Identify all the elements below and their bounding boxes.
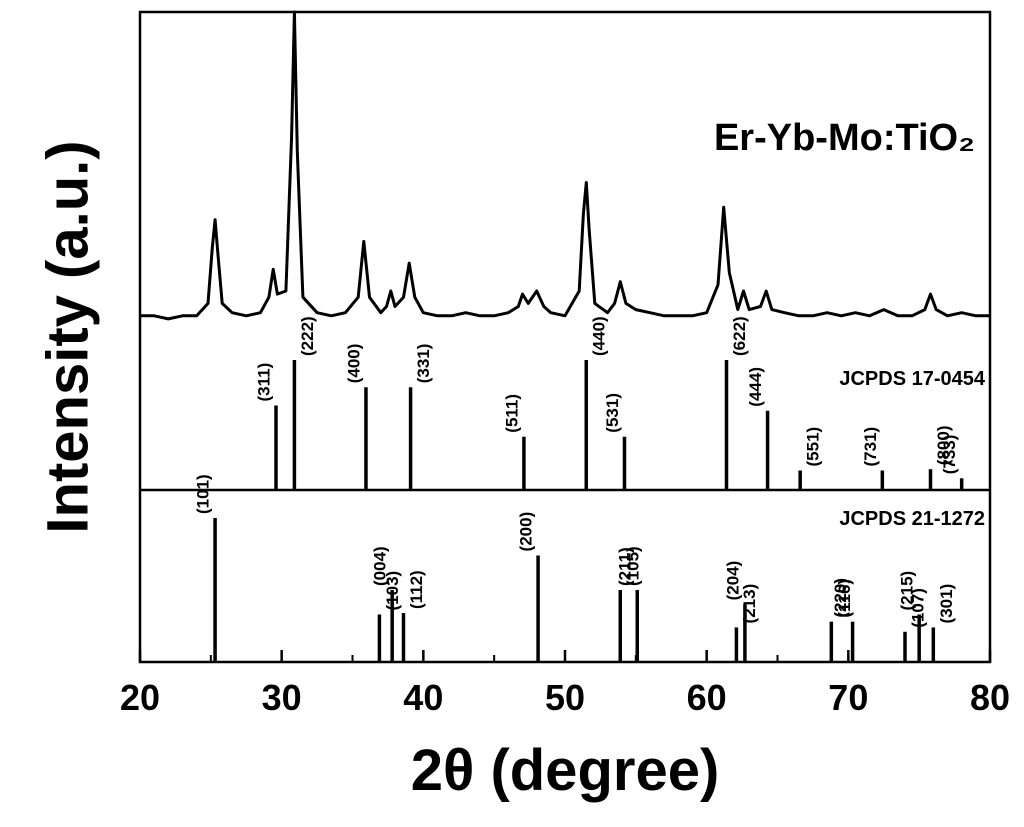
stick-label: (116) — [835, 579, 854, 618]
stick-label: (222) — [298, 316, 317, 356]
stick-label: (440) — [590, 316, 609, 356]
x-axis-label: 2θ (degree) — [411, 738, 720, 803]
stick-label: (112) — [407, 570, 426, 609]
stick-label: (331) — [414, 344, 433, 384]
stick-label: (800) — [934, 426, 953, 466]
stick-label: (204) — [723, 561, 742, 601]
stick-label: (733) — [940, 435, 959, 475]
stick-label: (531) — [603, 393, 622, 433]
x-tick-label: 20 — [120, 677, 160, 718]
stick-label: (444) — [746, 367, 765, 407]
series-label: JCPDS 21-1272 — [839, 508, 985, 530]
plot-frame — [138, 10, 992, 664]
stick-label: (311) — [254, 363, 273, 402]
x-tick-label: 70 — [828, 677, 868, 718]
stick-label: (200) — [517, 512, 536, 552]
x-tick-label: 80 — [970, 677, 1010, 718]
stick-label: (213) — [740, 584, 759, 624]
stick-label: (004) — [371, 546, 390, 586]
stick-label: (400) — [344, 344, 363, 384]
stick-label: (101) — [194, 474, 213, 514]
stick-label: (731) — [861, 427, 880, 467]
stick-label: (622) — [730, 316, 749, 356]
stick-label: (215) — [898, 571, 917, 611]
series-label: Er-Yb-Mo:TiO₂ — [714, 117, 975, 159]
stick-label: (105) — [624, 546, 643, 586]
x-tick-label: 40 — [403, 677, 443, 718]
stick-label: (211) — [616, 547, 635, 586]
series-label: JCPDS 17-0454 — [839, 368, 986, 390]
x-tick-label: 60 — [687, 677, 727, 718]
stick-label: (107) — [908, 588, 927, 628]
stick-label: (301) — [937, 584, 956, 624]
stick-label: (551) — [804, 427, 823, 467]
stick-label: (220) — [831, 578, 850, 618]
stick-label: (511) — [502, 394, 521, 433]
x-tick-label: 50 — [545, 677, 585, 718]
y-axis-label: Intensity (a.u.) — [35, 140, 100, 533]
x-tick-label: 30 — [262, 677, 302, 718]
pattern-line — [140, 10, 990, 321]
